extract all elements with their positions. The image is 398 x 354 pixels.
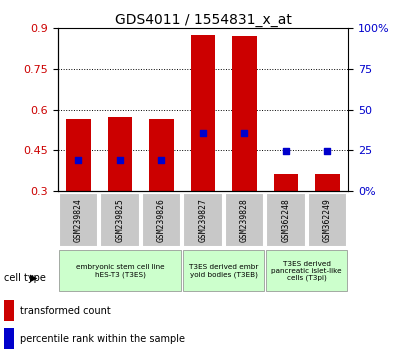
- Point: [324, 148, 331, 154]
- Bar: [149, 119, 174, 191]
- Bar: [191, 35, 215, 191]
- Text: ▶: ▶: [30, 273, 38, 283]
- Bar: [107, 117, 133, 191]
- Bar: [59, 250, 181, 291]
- Point: [75, 157, 82, 163]
- Point: [283, 148, 289, 154]
- Text: embryonic stem cell line
hES-T3 (T3ES): embryonic stem cell line hES-T3 (T3ES): [76, 264, 164, 278]
- Bar: [308, 194, 347, 247]
- Text: GSM239824: GSM239824: [74, 199, 83, 242]
- Bar: [142, 194, 181, 247]
- Text: percentile rank within the sample: percentile rank within the sample: [20, 334, 185, 344]
- Text: T3ES derived embr
yoid bodies (T3EB): T3ES derived embr yoid bodies (T3EB): [189, 264, 258, 278]
- Bar: [183, 250, 264, 291]
- Point: [117, 157, 123, 163]
- Text: GSM239826: GSM239826: [157, 199, 166, 242]
- Title: GDS4011 / 1554831_x_at: GDS4011 / 1554831_x_at: [115, 13, 291, 27]
- Bar: [66, 119, 91, 191]
- Bar: [266, 194, 306, 247]
- Bar: [183, 194, 223, 247]
- Text: GSM362249: GSM362249: [323, 199, 332, 242]
- Bar: [224, 194, 264, 247]
- Point: [200, 130, 206, 136]
- Bar: [266, 250, 347, 291]
- Bar: [315, 174, 340, 191]
- Bar: [4, 328, 14, 349]
- Text: T3ES derived
pancreatic islet-like
cells (T3pi): T3ES derived pancreatic islet-like cells…: [271, 261, 342, 281]
- Text: cell type: cell type: [4, 273, 46, 283]
- Bar: [100, 194, 140, 247]
- Point: [158, 157, 165, 163]
- Bar: [273, 173, 298, 191]
- Text: GSM239828: GSM239828: [240, 199, 249, 242]
- Text: GSM239825: GSM239825: [115, 199, 125, 242]
- Bar: [4, 300, 14, 321]
- Bar: [59, 194, 98, 247]
- Bar: [232, 36, 257, 191]
- Point: [241, 130, 248, 136]
- Text: transformed count: transformed count: [20, 306, 111, 316]
- Text: GSM239827: GSM239827: [199, 199, 207, 242]
- Text: GSM362248: GSM362248: [281, 199, 291, 242]
